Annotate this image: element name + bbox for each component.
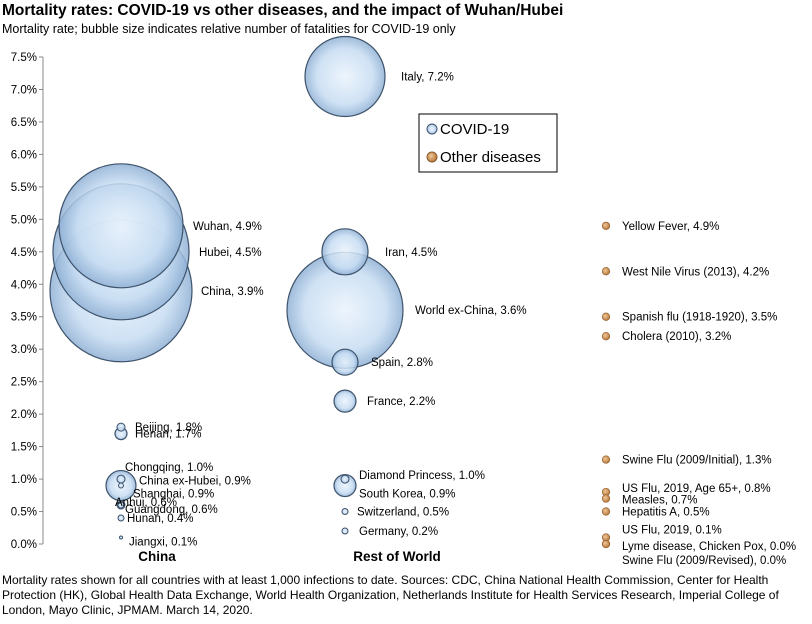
legend-entry-other-diseases: Other diseases [440,149,541,166]
data-label-yellow-fever-4-9: Yellow Fever, 4.9% [622,221,719,233]
data-label-south-korea-0-9: South Korea, 0.9% [359,489,456,501]
y-tick-label: 6.5% [11,117,37,129]
y-tick-label: 6.0% [11,149,37,161]
legend-marker-covid-19 [426,123,438,135]
bubble-italy-7-2 [304,35,386,118]
marker-swine-flu-2009-revised-0-0 [601,539,611,549]
data-label-us-flu-2019-0-1: US Flu, 2019, 0.1% [622,525,722,537]
y-tick-label: 4.5% [11,247,37,259]
bubble-hunan-0-4 [117,514,125,522]
data-label-spain-2-8: Spain, 2.8% [371,357,433,369]
data-label-hepatitis-a-0-5: Hepatitis A, 0.5% [622,507,710,519]
bubble-chongqing-1-0 [116,474,126,484]
y-tick-label: 5.0% [11,214,37,226]
data-label-swine-flu-2009-revised-0-0: Swine Flu (2009/Revised), 0.0% [622,555,786,567]
data-label-germany-0-2: Germany, 0.2% [359,526,438,538]
data-label-wuhan-4-9: Wuhan, 4.9% [193,221,262,233]
data-label-china-ex-hubei-0-9: China ex-Hubei, 0.9% [139,476,251,488]
y-tick-label: 3.5% [11,312,37,324]
marker-yellow-fever-4-9 [601,221,611,230]
data-label-world-ex-china-3-6: World ex-China, 3.6% [415,305,527,317]
data-label-spanish-flu-1918-1920-3-5: Spanish flu (1918-1920), 3.5% [622,312,777,324]
y-tick-label: 7.5% [11,52,37,64]
data-label-us-flu-2019-age-65-0-8: US Flu, 2019, Age 65+, 0.8% [622,483,771,495]
bubble-anhui-0-6 [117,501,125,509]
y-axis: 0.0% 0.5% 1.0% 1.5% 2.0% 2.5% 3.0% 3.5% 4.0% 4.5%… [11,52,44,551]
legend-marker-other-diseases [426,151,438,163]
bubble-france-2-2 [333,389,357,413]
y-tick-label: 4.0% [11,279,37,291]
bubble-beijing-1-8 [116,422,126,432]
y-tick-label: 7.0% [11,84,37,96]
data-label-henan-1-7: Henan, 1.7% [135,429,202,441]
chart-subtitle: Mortality rate; bubble size indicates re… [2,22,456,36]
bubble-shanghai-0-9 [118,482,124,489]
data-label-swine-flu-2009-initial-1-3: Swine Flu (2009/Initial), 1.3% [622,455,772,467]
data-label-measles-0-7: Measles, 0.7% [622,495,697,507]
data-label-iran-4-5: Iran, 4.5% [385,247,437,259]
data-label-cholera-2010-3-2: Cholera (2010), 3.2% [622,331,731,343]
marker-hepatitis-a-0-5 [601,507,611,516]
data-label-shanghai-0-9: Shanghai, 0.9% [133,489,214,501]
y-tick-label: 0.5% [11,507,37,519]
x-axis-categories: China Rest of World [138,549,441,564]
marker-measles-0-7 [601,494,611,503]
bubble-jiangxi-0-1 [119,535,123,540]
bubble-wuhan-4-9 [58,163,184,289]
marker-west-nile-virus-2013-4-2 [601,267,611,276]
marker-cholera-2010-3-2 [601,332,611,341]
marker-swine-flu-2009-initial-1-3 [601,455,611,464]
data-label-hunan-0-4: Hunan, 0.4% [127,513,194,525]
y-tick-label: 1.5% [11,442,37,454]
data-label-anhui-0-6: Anhui, 0.6% [115,497,177,509]
y-tick-label: 1.0% [11,474,37,486]
bubble-switzerland-0-5 [341,508,349,516]
plot-area: Wuhan, 4.9% Hubei, 4.5% China, 3.9% Beijing… [49,35,796,567]
data-label-china-3-9: China, 3.9% [201,286,264,298]
legend-entry-covid-19: COVID-19 [440,121,509,138]
footnote: Mortality rates shown for all countries … [2,573,779,617]
bubble-germany-0-2 [341,527,349,535]
data-label-hubei-4-5: Hubei, 4.5% [199,247,262,259]
data-label-switzerland-0-5: Switzerland, 0.5% [357,507,449,519]
category-label-rest-of-world: Rest of World [353,549,441,564]
y-tick-label: 5.5% [11,182,37,194]
bubble-south-korea-0-9 [333,473,357,498]
data-label-france-2-2: France, 2.2% [367,396,435,408]
chart-title: Mortality rates: COVID-19 vs other disea… [2,2,564,19]
data-label-lyme-disease-chicken-pox-0-0: Lyme disease, Chicken Pox, 0.0% [622,541,796,553]
data-label-guangdong-0-6: Guangdong, 0.6% [125,504,218,516]
data-label-jiangxi-0-1: Jiangxi, 0.1% [129,537,197,549]
marker-spanish-flu-1918-1920-3-5 [601,312,611,321]
y-tick-label: 3.0% [11,344,37,356]
data-label-west-nile-virus-2013-4-2: West Nile Virus (2013), 4.2% [622,266,769,278]
bubble-spain-2-8 [331,348,359,376]
data-label-diamond-princess-1-0: Diamond Princess, 1.0% [359,470,485,482]
data-label-italy-7-2: Italy, 7.2% [401,71,454,83]
data-label-chongqing-1-0: Chongqing, 1.0% [125,462,213,474]
legend-box [418,113,558,173]
bubble-chart: 0.0% 0.5% 1.0% 1.5% 2.0% 2.5% 3.0% 3.5% 4.0% 4.5%… [11,35,796,567]
bubble-diamond-princess-1-0 [340,474,350,484]
y-tick-label: 2.0% [11,409,37,421]
category-label-china: China [138,549,176,564]
y-tick-label: 2.5% [11,377,37,389]
legend: COVID-19 Other diseases [418,113,558,173]
data-label-beijing-1-8: Beijing, 1.8% [135,422,202,434]
y-tick-label: 0.0% [11,539,37,551]
bubble-iran-4-5 [321,228,369,276]
